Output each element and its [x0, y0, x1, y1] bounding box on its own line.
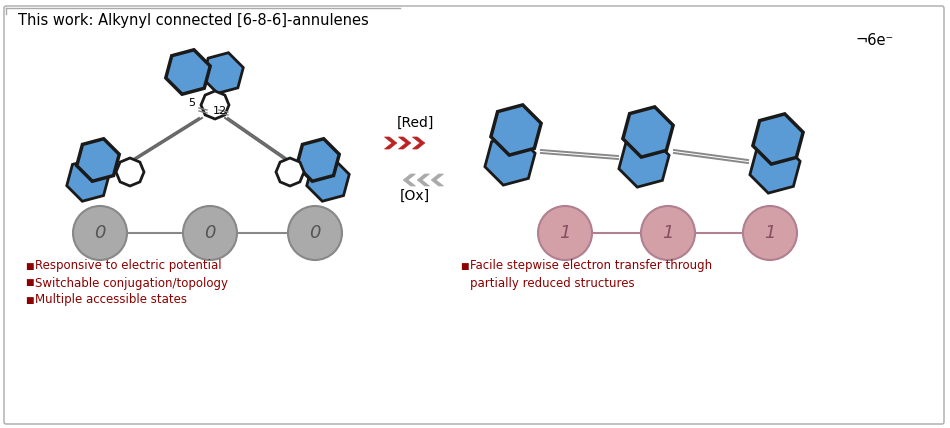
Polygon shape	[491, 105, 542, 155]
Polygon shape	[417, 174, 429, 186]
Text: 0: 0	[310, 224, 321, 242]
Text: ■: ■	[25, 279, 33, 288]
Polygon shape	[385, 137, 397, 149]
FancyBboxPatch shape	[4, 6, 944, 424]
Polygon shape	[202, 53, 243, 93]
Text: 1: 1	[560, 224, 571, 242]
Polygon shape	[618, 137, 669, 187]
Text: ■: ■	[460, 262, 468, 270]
Circle shape	[288, 206, 342, 260]
Polygon shape	[398, 137, 410, 149]
Polygon shape	[412, 137, 425, 149]
Text: Multiple accessible states: Multiple accessible states	[35, 294, 187, 306]
Text: 0: 0	[94, 224, 105, 242]
Text: 1: 1	[764, 224, 776, 242]
Polygon shape	[66, 159, 109, 201]
Text: Switchable conjugation/topology: Switchable conjugation/topology	[35, 276, 228, 289]
Text: partially reduced structures: partially reduced structures	[470, 276, 635, 289]
Text: This work: Alkynyl connected [6-8-6]-annulenes: This work: Alkynyl connected [6-8-6]-ann…	[18, 13, 369, 28]
Text: ■: ■	[25, 262, 33, 270]
Text: ¬6e⁻: ¬6e⁻	[855, 33, 893, 48]
Polygon shape	[403, 174, 415, 186]
Text: 12: 12	[213, 106, 227, 116]
Polygon shape	[750, 143, 800, 193]
Text: 5: 5	[188, 98, 196, 108]
Circle shape	[538, 206, 592, 260]
Text: ■: ■	[25, 295, 33, 304]
Text: [Ox]: [Ox]	[400, 189, 430, 203]
Circle shape	[183, 206, 237, 260]
Polygon shape	[166, 50, 210, 94]
Polygon shape	[276, 158, 304, 186]
Circle shape	[743, 206, 797, 260]
Polygon shape	[307, 159, 350, 201]
Circle shape	[73, 206, 127, 260]
Text: Responsive to electric potential: Responsive to electric potential	[35, 259, 221, 273]
Polygon shape	[296, 139, 339, 181]
Circle shape	[641, 206, 695, 260]
Polygon shape	[77, 139, 120, 181]
Text: 1: 1	[662, 224, 674, 242]
Polygon shape	[623, 107, 674, 157]
Polygon shape	[753, 114, 803, 164]
Polygon shape	[484, 135, 535, 185]
Text: [Red]: [Red]	[396, 116, 434, 130]
Polygon shape	[116, 158, 144, 186]
Polygon shape	[431, 174, 444, 186]
Polygon shape	[201, 91, 229, 119]
Text: Facile stepwise electron transfer through: Facile stepwise electron transfer throug…	[470, 259, 712, 273]
Text: 0: 0	[204, 224, 216, 242]
